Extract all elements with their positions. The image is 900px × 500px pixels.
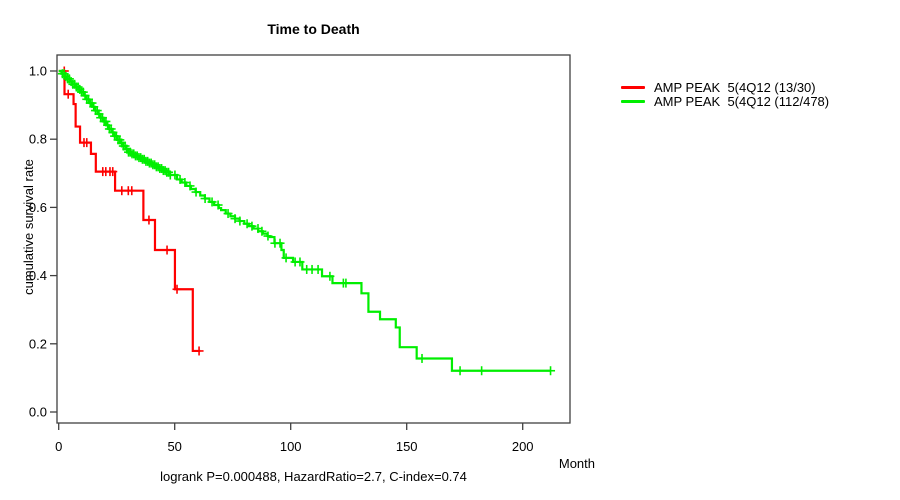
- legend-item: AMP PEAK 5(4Q12 (112/478): [621, 93, 830, 109]
- survival-curve-green: [58, 69, 551, 372]
- x-axis-label: Month: [558, 456, 595, 471]
- plot-box: [56, 54, 571, 424]
- x-tick-label: 150: [396, 439, 418, 454]
- y-tick-label: 0.2: [29, 336, 47, 351]
- censor-marks-green: [57, 69, 556, 376]
- stats-annotation: logrank P=0.000488, HazardRatio=2.7, C-i…: [160, 469, 467, 484]
- x-tick-label: 0: [55, 439, 62, 454]
- legend-label: AMP PEAK 5(4Q12 (112/478): [654, 93, 830, 109]
- censor-marks-red: [59, 66, 204, 356]
- x-tick-label: 100: [280, 439, 302, 454]
- legend-label: AMP PEAK 5(4Q12 (13/30): [654, 79, 816, 95]
- legend: AMP PEAK 5(4Q12 (13/30) AMP PEAK 5(4Q12 …: [621, 79, 830, 109]
- legend-item: AMP PEAK 5(4Q12 (13/30): [621, 79, 829, 95]
- y-tick-label: 1.0: [29, 64, 47, 79]
- legend-line-red-icon: [621, 85, 645, 89]
- y-tick-label: 0.8: [29, 132, 47, 147]
- x-tick-label: 50: [167, 439, 181, 454]
- survival-curve-red: [58, 69, 201, 353]
- chart-title: Time to Death: [267, 21, 360, 37]
- y-tick-label: 0.4: [29, 268, 47, 283]
- x-tick-label: 200: [512, 439, 534, 454]
- y-tick-label: 0.0: [29, 405, 47, 420]
- legend-line-green-icon: [621, 99, 645, 103]
- y-tick-label: 0.6: [29, 200, 47, 215]
